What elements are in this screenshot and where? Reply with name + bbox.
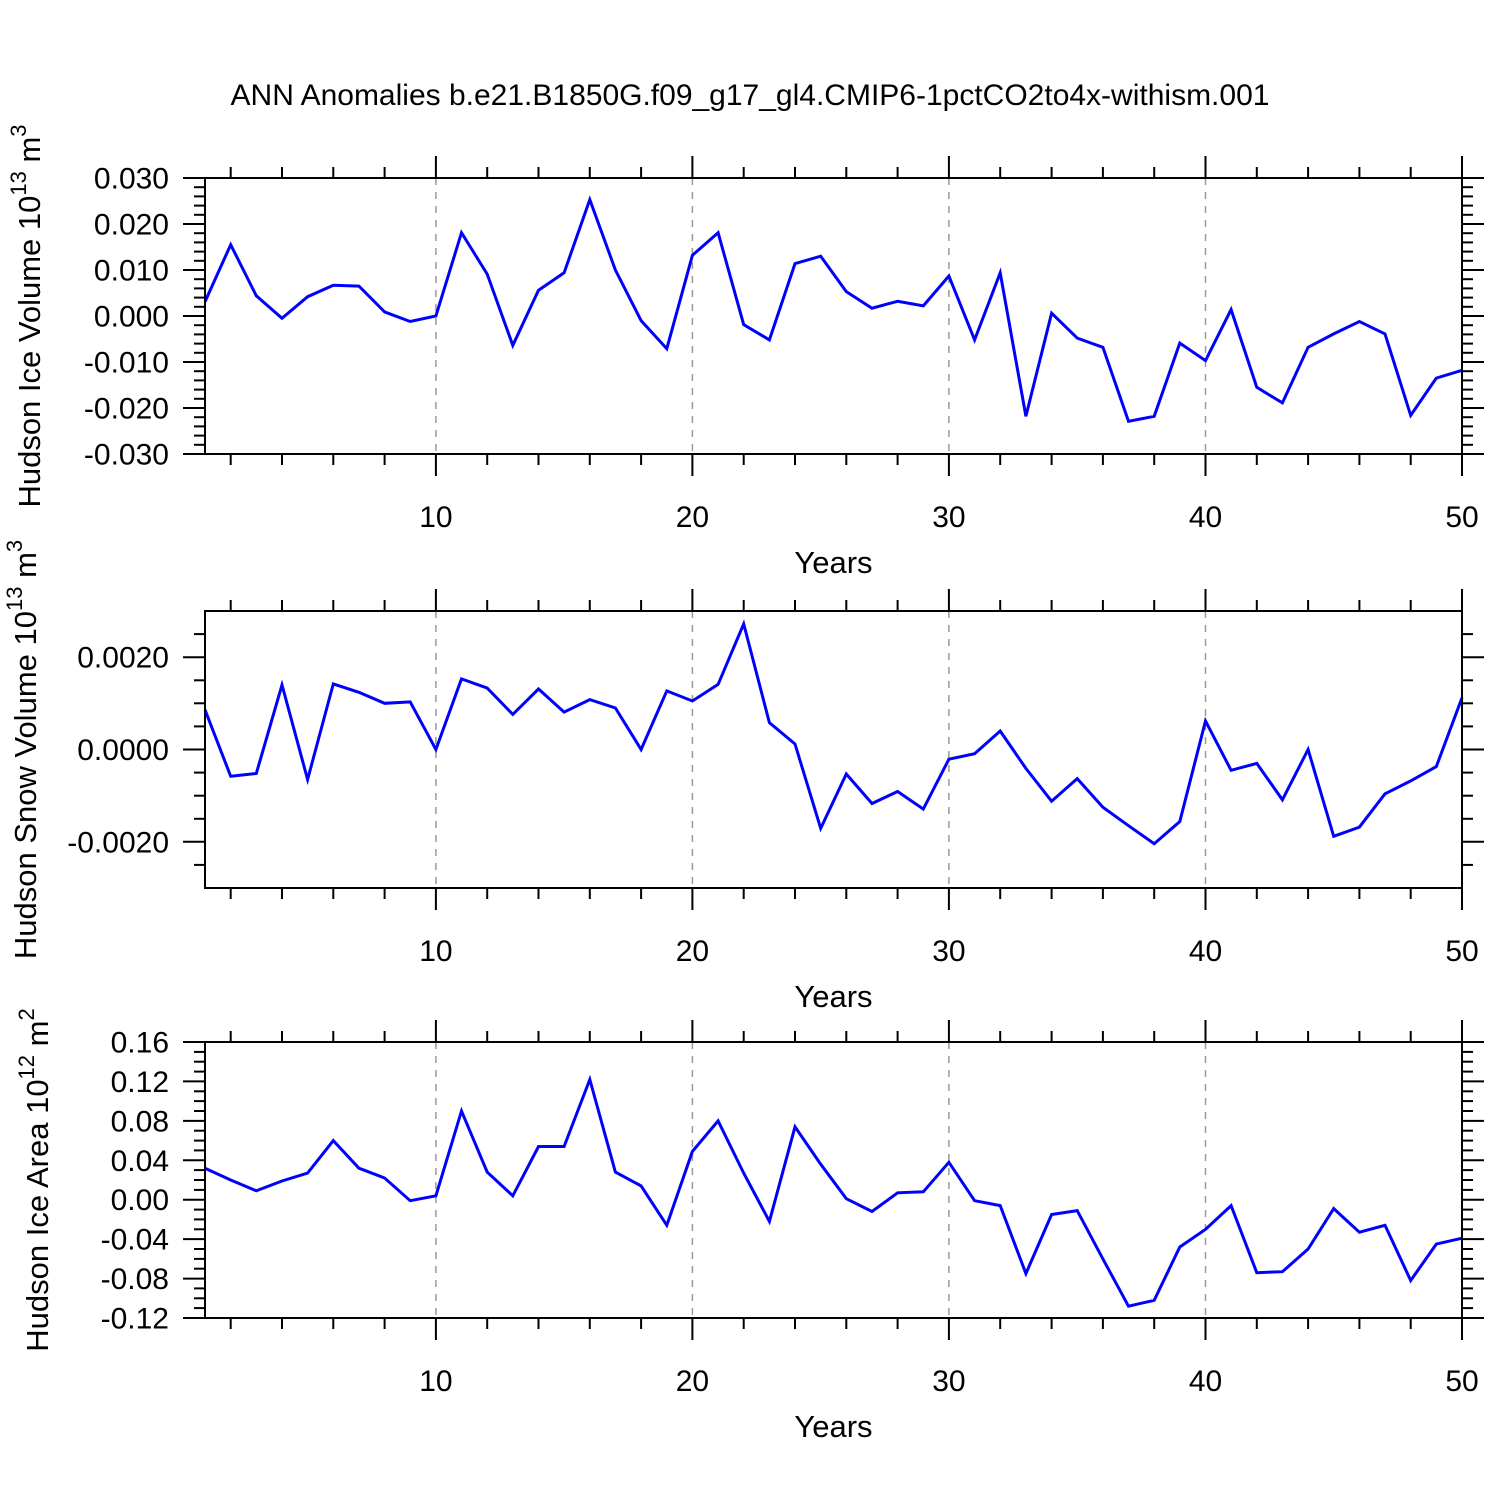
y-tick-label: 0.020 <box>94 209 169 242</box>
x-axis-title: Years <box>794 545 872 580</box>
plot-frame <box>204 610 1463 889</box>
y-tick-label: 0.08 <box>111 1105 169 1138</box>
y-tick-label: -0.010 <box>84 347 169 380</box>
y-tick-label: -0.12 <box>101 1303 169 1336</box>
data-line-hudson-snow-volume <box>203 619 1464 846</box>
x-tick-label: 10 <box>419 935 452 968</box>
x-tick-label: 10 <box>419 1365 452 1398</box>
panel-hudson-ice-volume: 0.030 0.020 0.010 0.000 -0.010 -0.020 -0.030 10… <box>6 124 1484 580</box>
x-tick-label: 10 <box>419 501 452 534</box>
axis-ticks <box>183 156 1484 476</box>
x-tick-label: 20 <box>676 1365 709 1398</box>
y-tick-label: 0.030 <box>94 163 169 196</box>
y-tick-labels: 0.0020 0.0000 -0.0020 10 20 30 40 50 <box>67 642 1478 968</box>
y-tick-label: 0.04 <box>111 1145 169 1178</box>
data-line-hudson-ice-area <box>204 1074 1463 1308</box>
y-tick-label: -0.020 <box>84 393 169 426</box>
y-tick-label: 0.00 <box>111 1184 169 1217</box>
panel-hudson-ice-area: 0.16 0.12 0.08 0.04 0.00 -0.04 -0.08 -0.12 10 20 3… <box>14 1008 1484 1444</box>
axis-ticks <box>183 589 1484 910</box>
y-tick-label: -0.04 <box>101 1224 169 1257</box>
y-tick-label: 0.010 <box>94 255 169 288</box>
y-axis-title: Hudson Snow Volume 1013​ m3​ <box>2 540 43 959</box>
x-tick-label: 50 <box>1445 1365 1478 1398</box>
y-tick-label: -0.08 <box>101 1263 169 1296</box>
x-tick-label: 30 <box>932 935 965 968</box>
y-axis-title: Hudson Ice Area 1012​ m2​ <box>14 1008 55 1351</box>
main-title: ANN Anomalies b.e21.B1850G.f09_g17_gl4.C… <box>231 79 1270 112</box>
y-tick-labels: 0.030 0.020 0.010 0.000 -0.010 -0.020 -0.030 10… <box>84 163 1479 535</box>
x-axis-title: Years <box>794 1409 872 1444</box>
x-tick-label: 20 <box>676 501 709 534</box>
y-tick-labels: 0.16 0.12 0.08 0.04 0.00 -0.04 -0.08 -0.12 10 20 3… <box>101 1027 1479 1399</box>
y-tick-label: -0.030 <box>84 439 169 472</box>
x-tick-label: 50 <box>1445 501 1478 534</box>
y-tick-label: 0.0000 <box>77 734 169 767</box>
x-tick-label: 40 <box>1189 935 1222 968</box>
x-tick-label: 40 <box>1189 501 1222 534</box>
y-axis-title: Hudson Ice Volume 1013​ m3​ <box>6 124 47 507</box>
gridlines <box>435 611 1207 888</box>
data-line-hudson-ice-volume <box>203 195 1463 424</box>
y-tick-label: -0.0020 <box>67 826 169 859</box>
panels: 0.030 0.020 0.010 0.000 -0.010 -0.020 -0.030 10… <box>2 124 1484 1444</box>
x-tick-label: 40 <box>1189 1365 1222 1398</box>
panel-hudson-snow-volume: 0.0020 0.0000 -0.0020 10 20 30 40 50 Years Hudson… <box>2 540 1484 1014</box>
y-tick-label: 0.16 <box>111 1027 169 1060</box>
y-tick-label: 0.12 <box>111 1066 169 1099</box>
y-tick-label: 0.000 <box>94 301 169 334</box>
x-tick-label: 30 <box>932 1365 965 1398</box>
x-axis-title: Years <box>794 979 872 1014</box>
gridlines <box>435 178 1207 454</box>
x-tick-label: 50 <box>1445 935 1478 968</box>
x-tick-label: 30 <box>932 501 965 534</box>
x-tick-label: 20 <box>676 935 709 968</box>
y-tick-label: 0.0020 <box>77 642 169 675</box>
axis-ticks <box>183 1020 1484 1340</box>
gridlines <box>435 1042 1207 1318</box>
